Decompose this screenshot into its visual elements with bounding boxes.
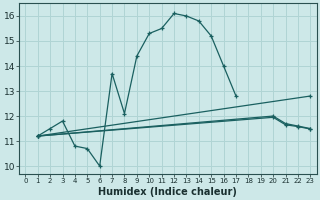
X-axis label: Humidex (Indice chaleur): Humidex (Indice chaleur) bbox=[98, 187, 237, 197]
